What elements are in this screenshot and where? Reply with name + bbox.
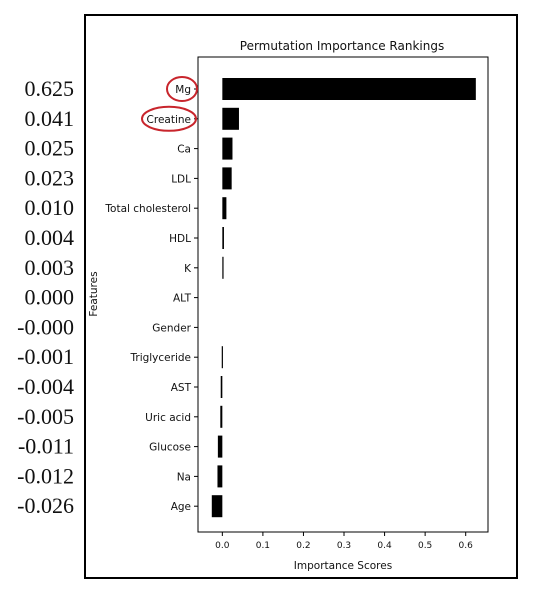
feature-label-mg: Mg [175, 84, 191, 96]
bars-group [211, 78, 476, 518]
highlight-circles [141, 76, 198, 132]
feature-label-age: Age [171, 501, 191, 513]
bar-creatine [222, 107, 239, 130]
bar-age [211, 495, 223, 518]
highlight-circle-mg [166, 76, 198, 102]
value-label-total-cholesterol: 0.010 [25, 195, 75, 220]
bar-triglyceride [221, 346, 223, 369]
plot-frame [197, 56, 489, 533]
feature-label-creatine: Creatine [147, 114, 191, 126]
x-tick-label-6: 0.6 [459, 541, 474, 551]
feature-label-total-cholesterol: Total cholesterol [104, 203, 191, 215]
feature-label-alt: ALT [173, 293, 192, 305]
feature-label-ca: Ca [177, 144, 191, 156]
chart-title: Permutation Importance Rankings [240, 39, 444, 53]
value-label-ca: 0.025 [25, 136, 75, 161]
x-axis-label: Importance Scores [294, 560, 392, 572]
x-tick-label-3: 0.3 [337, 541, 351, 551]
value-label-age: -0.026 [17, 493, 74, 518]
x-tick-label-0: 0.0 [215, 541, 230, 551]
value-label-triglyceride: -0.001 [17, 344, 74, 369]
bar-mg [222, 78, 476, 100]
feature-label-k: K [184, 263, 192, 275]
value-label-k: 0.003 [25, 255, 75, 280]
bar-total-cholesterol [222, 197, 227, 220]
x-tick-label-4: 0.4 [377, 541, 392, 551]
feature-label-triglyceride: Triglyceride [130, 352, 192, 364]
value-label-ldl: 0.023 [25, 165, 75, 190]
feature-label-hdl: HDL [169, 233, 191, 245]
value-label-hdl: 0.004 [25, 225, 75, 250]
value-label-ast: -0.004 [17, 374, 74, 399]
bar-ast [220, 376, 223, 398]
bar-k [222, 256, 224, 279]
bar-ca [222, 137, 233, 160]
value-label-alt: 0.000 [25, 285, 75, 310]
feature-label-ast: AST [171, 382, 192, 394]
feature-label-ldl: LDL [171, 173, 191, 185]
value-label-creatine: 0.041 [25, 106, 75, 131]
value-label-uric-acid: -0.005 [17, 404, 74, 429]
y-axis-label: Features [88, 271, 100, 316]
bar-uric-acid [220, 405, 223, 428]
x-tick-label-1: 0.1 [256, 541, 270, 551]
bar-na [217, 465, 223, 488]
feature-label-gender: Gender [152, 322, 191, 334]
value-label-glucose: -0.011 [18, 434, 74, 459]
value-labels-column: 0.625 0.041 0.025 0.023 0.010 0.004 0.003 0.000… [17, 76, 74, 518]
value-label-gender: -0.000 [17, 314, 74, 339]
feature-label-glucose: Glucose [149, 442, 191, 454]
bar-hdl [222, 227, 224, 249]
x-tick-label-5: 0.5 [418, 541, 432, 551]
value-label-na: -0.012 [17, 463, 74, 488]
feature-label-na: Na [177, 471, 191, 483]
plot-area: Mg Creatine Ca LDL Total cholesterol HDL K ALT G… [104, 56, 489, 551]
value-label-mg: 0.625 [25, 76, 75, 101]
y-tick-labels: Mg Creatine Ca LDL Total cholesterol HDL K ALT G… [104, 84, 198, 513]
bar-ldl [222, 167, 232, 190]
bar-glucose [217, 435, 223, 458]
outer-frame [84, 14, 518, 579]
highlight-circle-creatine [141, 105, 197, 132]
feature-label-uric-acid: Uric acid [145, 412, 191, 424]
x-ticks: 0.0 0.1 0.2 0.3 0.4 0.5 0.6 [215, 532, 473, 551]
x-tick-label-2: 0.2 [296, 541, 310, 551]
